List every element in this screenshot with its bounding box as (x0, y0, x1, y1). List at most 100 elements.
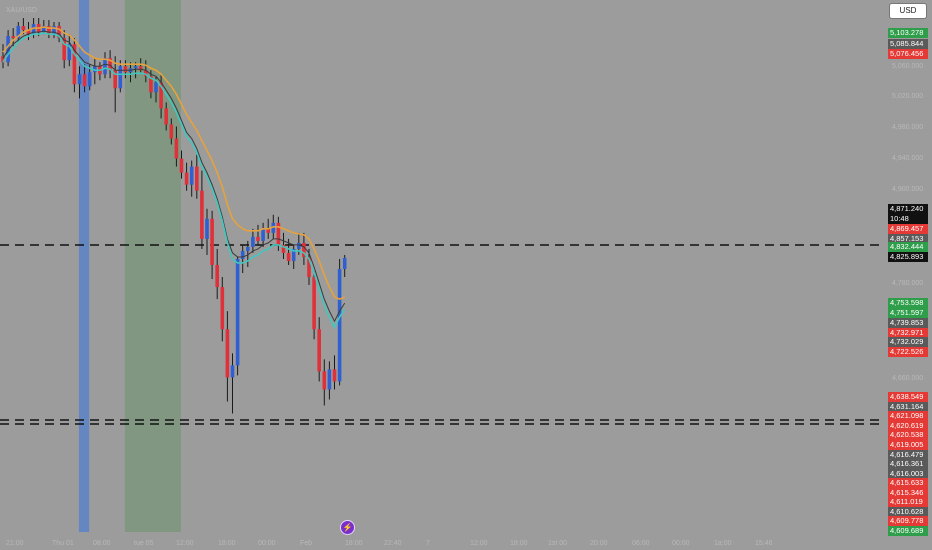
candle-body (179, 158, 184, 173)
candle-body (286, 252, 291, 261)
candle-body (133, 66, 138, 69)
currency-button[interactable]: USD (889, 3, 927, 19)
candle-body (149, 76, 153, 93)
candle-body (205, 218, 209, 239)
time-axis-label: 08:00 (93, 540, 111, 547)
price-label: 5,076.456 (888, 49, 928, 59)
price-label: 4,739.853 (888, 318, 928, 328)
candle-body (138, 66, 143, 71)
price-label: 4,638.549 (888, 392, 928, 402)
candle (189, 160, 194, 197)
candle-body (271, 222, 276, 233)
price-label: 4,753.598 (888, 298, 928, 308)
candle (307, 248, 311, 286)
lightning-icon[interactable]: ⚡ (340, 520, 355, 535)
candle (108, 50, 112, 79)
candle-body (240, 250, 245, 259)
candle-body (103, 58, 107, 75)
candle-body (210, 218, 214, 265)
candle-body (21, 26, 26, 31)
candle (235, 256, 240, 376)
candle (52, 22, 56, 39)
candle-body (11, 36, 15, 39)
candle (113, 56, 117, 113)
candle-body (230, 365, 235, 378)
candle (215, 248, 219, 300)
price-tick: 4,940.000 (892, 155, 924, 162)
candle (337, 258, 342, 386)
candle (251, 228, 255, 253)
candle (246, 240, 250, 267)
candle-body (77, 74, 82, 85)
candle (93, 58, 97, 85)
time-axis-label: 21:00 (6, 540, 24, 547)
time-axis-label: Thu 01 (52, 540, 74, 547)
candle-body (184, 172, 189, 185)
candle-body (302, 242, 306, 257)
last-price-value: 4,871.240 (890, 204, 924, 213)
candle-body (1, 56, 5, 63)
time-axis-label: 20:00 (590, 540, 608, 547)
price-label: 4,621.098 (888, 411, 928, 421)
candle-body (281, 244, 286, 253)
price-label: 4,832.444 (888, 242, 928, 252)
price-label: 4,751.597 (888, 308, 928, 318)
candle-body (159, 82, 163, 109)
candle (16, 22, 21, 43)
candle-body (317, 329, 321, 372)
candle (26, 22, 31, 41)
highlight-band-1 (124, 0, 181, 532)
time-axis-label: 7 (426, 540, 430, 547)
time-axis-label: 12:00 (176, 540, 194, 547)
candle-body (307, 256, 311, 278)
price-tick: 5,020.000 (892, 93, 924, 100)
candle (322, 359, 327, 406)
time-axis-label: 18:00 (510, 540, 528, 547)
candle (103, 52, 107, 79)
candle-body (123, 66, 128, 73)
candle-body (169, 124, 174, 139)
candle (164, 102, 168, 131)
candle-body (189, 166, 194, 185)
candle-body (312, 277, 316, 330)
time-axis-label: 18:00 (345, 540, 363, 547)
candle (184, 162, 189, 191)
price-tick: 4,660.000 (892, 375, 924, 382)
candle-body (113, 70, 117, 89)
candle-body (327, 369, 332, 390)
candle-body (26, 30, 31, 35)
candle (195, 154, 199, 199)
price-label: 4,732.029 (888, 337, 928, 347)
time-axis-label: 00:00 (258, 540, 276, 547)
candle (82, 64, 87, 93)
candle-body (72, 44, 77, 85)
candle-body (93, 66, 97, 73)
candle (332, 355, 337, 390)
time-axis-label: 22:40 (384, 540, 402, 547)
time-axis-label: 06:00 (632, 540, 650, 547)
price-label: 5,103.278 (888, 28, 928, 38)
candle-body (215, 264, 219, 288)
candle-body (225, 329, 230, 378)
candle (342, 254, 347, 278)
price-label: 4,869.457 (888, 224, 928, 234)
last-price-label: 4,871.240 10:48 (888, 204, 928, 224)
candle (118, 60, 123, 93)
candle-body (195, 166, 199, 191)
price-label: 4,732.971 (888, 328, 928, 338)
candle (62, 30, 66, 69)
candle-body (67, 44, 72, 61)
candle (123, 60, 128, 79)
price-chart[interactable]: 21:00 Thu 01 08:00 tue 05 12:00 18:00 00:00 Feb… (0, 0, 885, 550)
candle (261, 222, 265, 247)
candle-body (31, 24, 36, 35)
price-label: 4,857.153 (888, 234, 928, 244)
price-label: 4,611.019 (888, 497, 928, 507)
moving-averages (2, 26, 346, 329)
candle (72, 38, 77, 93)
candle-body (297, 242, 301, 249)
price-label: 4,619.005 (888, 440, 928, 450)
candle (291, 244, 296, 269)
horizontal-levels (0, 244, 885, 425)
